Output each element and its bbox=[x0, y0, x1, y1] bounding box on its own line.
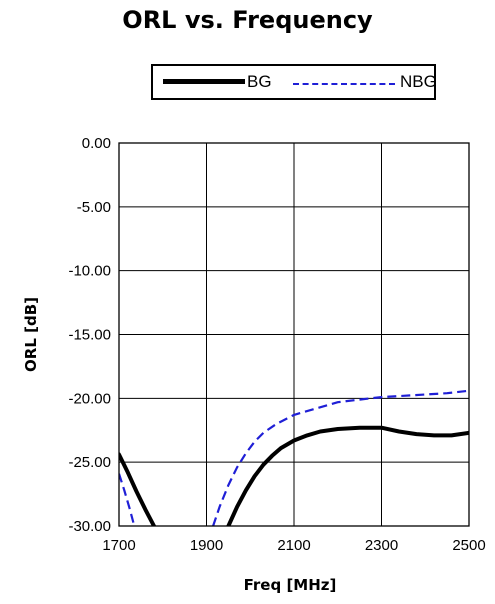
y-tick-labels: 0.00 -5.00 -10.00 -15.00 -20.00 -25.00 -30.00 bbox=[68, 135, 111, 535]
grid-lines bbox=[119, 143, 469, 526]
y-tick-label: -5.00 bbox=[77, 199, 111, 216]
series-line-nbg-segment-2 bbox=[213, 391, 469, 526]
x-tick-label: 2300 bbox=[365, 537, 398, 554]
x-tick-label: 1900 bbox=[190, 537, 223, 554]
y-tick-label: -25.00 bbox=[68, 454, 111, 471]
x-tick-label: 2100 bbox=[277, 537, 310, 554]
y-tick-label: -10.00 bbox=[68, 263, 111, 280]
y-tick-label: -30.00 bbox=[68, 518, 111, 535]
x-tick-labels: 1700 1900 2100 2300 2500 bbox=[102, 537, 485, 554]
x-tick-label: 2500 bbox=[452, 537, 485, 554]
y-tick-label: 0.00 bbox=[82, 135, 111, 152]
y-axis-label: ORL [dB] bbox=[22, 297, 40, 372]
x-axis-label: Freq [MHz] bbox=[244, 576, 337, 594]
x-tick-label: 1700 bbox=[102, 537, 135, 554]
y-tick-label: -15.00 bbox=[68, 327, 111, 344]
series-line-bg-segment-2 bbox=[228, 428, 469, 526]
y-tick-label: -20.00 bbox=[68, 390, 111, 407]
